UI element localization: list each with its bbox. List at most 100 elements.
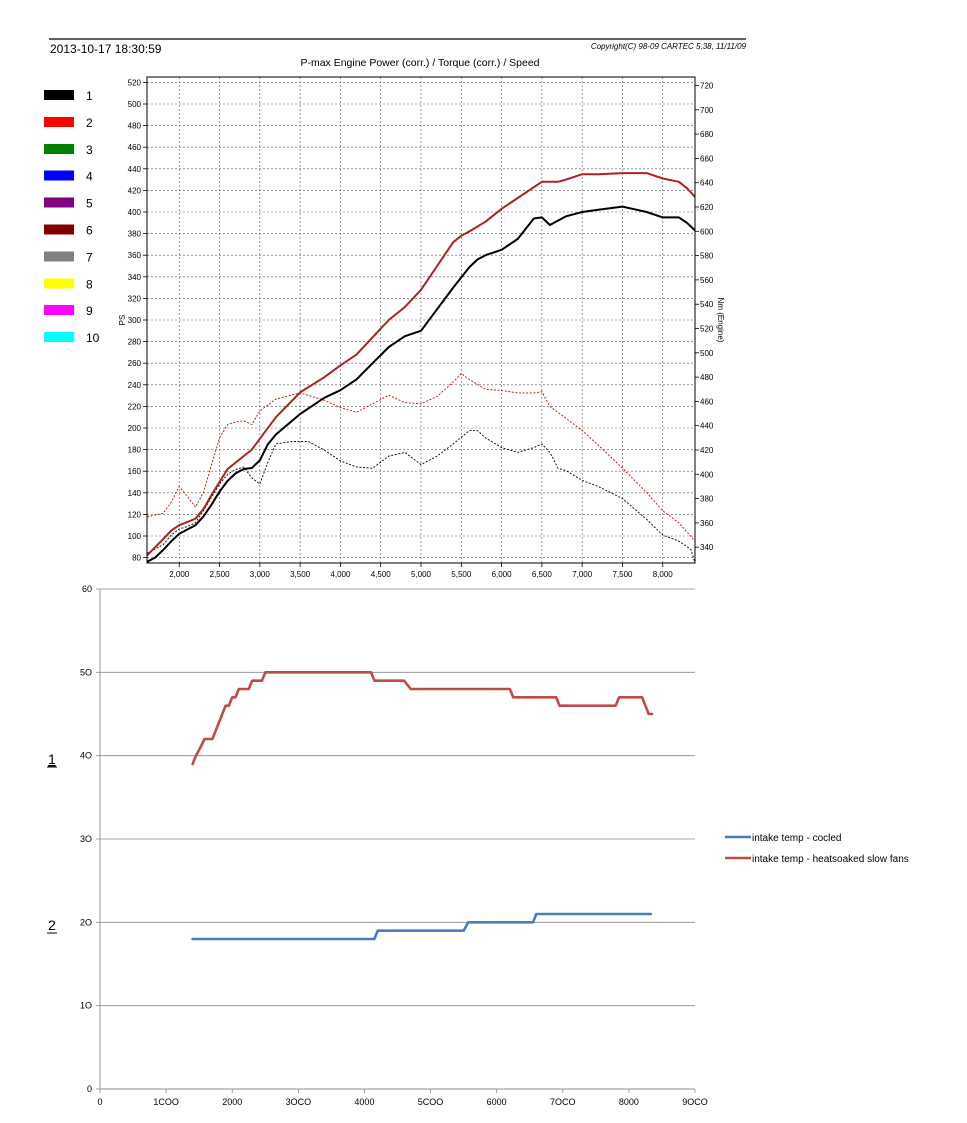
dyno-chart: 80 100 120 140 160 180 200 220 240 260 280 300 320 34… <box>118 76 725 579</box>
intake-x-tick-label-2000: 2000 <box>222 1097 242 1107</box>
intake-x-tick-label-0: 0 <box>97 1097 102 1107</box>
intake-series-1 <box>191 912 653 941</box>
dyno-left-tick-label-240: 240 <box>128 381 142 390</box>
dyno-left-tick-label-80: 80 <box>132 554 141 563</box>
dyno-x-tick-label-2000: 2,000 <box>169 570 190 579</box>
dyno-series-run1-power <box>146 205 696 563</box>
intake-temp-grid <box>99 588 695 1090</box>
header-copyright: Copyright(C) 98-09 CARTEC 5.38, 11/11/09 <box>591 42 747 51</box>
dyno-right-tick-label-600: 600 <box>700 227 714 236</box>
dyno-right-tick-label-420: 420 <box>700 446 714 455</box>
run-legend-label-3: 3 <box>86 143 93 157</box>
dyno-right-tick-label-560: 560 <box>700 276 714 285</box>
dyno-right-axis: 340 360 380 400 420 440 460 480 500 520 540 560 580 6… <box>695 82 714 552</box>
dyno-right-tick-label-640: 640 <box>700 179 714 188</box>
dyno-x-tick-label-3000: 3,000 <box>250 570 271 579</box>
dyno-right-tick-label-460: 460 <box>700 397 714 406</box>
dyno-right-tick-label-400: 400 <box>700 470 714 479</box>
dyno-left-tick-label-100: 100 <box>128 532 142 541</box>
run-legend-label-5: 5 <box>86 197 93 211</box>
dyno-left-tick-label-200: 200 <box>128 424 142 433</box>
dyno-right-tick-label-660: 660 <box>700 154 714 163</box>
run-legend-label-8: 8 <box>86 277 93 291</box>
dyno-left-tick-label-500: 500 <box>128 100 142 109</box>
dyno-right-tick-label-360: 360 <box>700 519 714 528</box>
intake-x-tick-label-7000: 7OCO <box>550 1097 576 1107</box>
intake-x-tick-label-4000: 4000 <box>354 1097 374 1107</box>
dyno-left-tick-label-400: 400 <box>128 208 142 217</box>
dyno-x-tick-label-7500: 7,500 <box>612 570 633 579</box>
dyno-left-tick-label-480: 480 <box>128 122 142 131</box>
dyno-series <box>146 172 696 564</box>
dyno-left-tick-label-360: 360 <box>128 251 142 260</box>
run-legend-label-1: 1 <box>86 89 93 103</box>
intake-y-tick-label-50: 5O <box>80 667 92 677</box>
intake-legend-label-2: intake temp - heatsoaked slow fans <box>752 854 909 865</box>
run-legend-swatch-1 <box>44 90 74 100</box>
intake-x-tick-label-3000: 3OCO <box>286 1097 312 1107</box>
intake-x-tick-label-9000: 9OCO <box>682 1097 708 1107</box>
dyno-x-tick-label-4500: 4,500 <box>371 570 392 579</box>
run-legend-swatch-8 <box>44 278 74 289</box>
dyno-right-tick-label-720: 720 <box>700 82 714 91</box>
dyno-left-tick-label-280: 280 <box>128 338 142 347</box>
intake-x-tick-label-1000: 1COO <box>153 1097 179 1107</box>
run-legend-swatch-10 <box>44 332 74 343</box>
dyno-x-tick-label-3500: 3,500 <box>290 570 311 579</box>
run-legend-label-4: 4 <box>86 170 93 184</box>
run-legend-label-7: 7 <box>86 250 93 264</box>
dyno-x-tick-label-4000: 4,000 <box>330 570 351 579</box>
run-legend-swatch-5 <box>44 197 74 208</box>
run-legend-swatch-6 <box>44 224 74 235</box>
dyno-right-tick-label-440: 440 <box>700 422 714 431</box>
dyno-right-tick-label-580: 580 <box>700 252 714 261</box>
intake-temp-chart: 0 1O 2O 3O 4O 5O 60 0 1COO 2000 3OCO 4000 5COO 6000 7… <box>80 584 909 1107</box>
dyno-left-tick-label-120: 120 <box>128 510 142 519</box>
dyno-x-tick-label-6000: 6,000 <box>492 570 513 579</box>
run-legend-label-10: 10 <box>86 331 100 345</box>
intake-y-tick-label-20: 2O <box>80 917 92 927</box>
intake-y-tick-label-40: 4O <box>80 751 92 761</box>
dyno-x-tick-label-2500: 2,500 <box>210 570 231 579</box>
dyno-x-tick-label-7000: 7,000 <box>572 570 593 579</box>
dyno-left-tick-label-380: 380 <box>128 230 142 239</box>
intake-temp-x-axis: 0 1COO 2000 3OCO 4000 5COO 6000 7OCO 8000 9OCO <box>97 1089 708 1107</box>
run-legend-swatch-3 <box>44 143 74 154</box>
dyno-left-tick-label-180: 180 <box>128 446 142 455</box>
dyno-series-run1-torque <box>146 430 696 564</box>
top-chart-title: P-max Engine Power (corr.) / Torque (cor… <box>300 57 539 69</box>
dyno-left-tick-label-420: 420 <box>128 186 142 195</box>
intake-temp-series <box>191 670 654 941</box>
dyno-series-run2-power <box>146 172 696 557</box>
side-marker-2: 2 <box>48 917 56 933</box>
intake-y-tick-label-60: 60 <box>82 584 92 594</box>
dyno-right-tick-label-540: 540 <box>700 300 714 309</box>
intake-temp-y-axis: 0 1O 2O 3O 4O 5O 60 <box>80 584 100 1094</box>
dyno-left-tick-label-140: 140 <box>128 489 142 498</box>
intake-temp-legend: intake temp - cocled intake temp - heatso… <box>725 833 909 865</box>
dyno-left-axis: 80 100 120 140 160 180 200 220 240 260 280 300 320 34… <box>128 78 147 563</box>
dyno-right-tick-label-500: 500 <box>700 349 714 358</box>
dyno-x-tick-label-5000: 5,000 <box>411 570 432 579</box>
dyno-x-tick-label-6500: 6,500 <box>532 570 553 579</box>
dyno-right-tick-label-380: 380 <box>700 495 714 504</box>
dyno-left-tick-label-320: 320 <box>128 294 142 303</box>
run-legend-swatch-7 <box>44 251 74 262</box>
dyno-left-tick-label-460: 460 <box>128 143 142 152</box>
intake-y-tick-label-30: 3O <box>80 834 92 844</box>
intake-legend-label-1: intake temp - cocled <box>752 833 842 844</box>
dyno-x-tick-label-8000: 8,000 <box>653 570 674 579</box>
dyno-right-tick-label-700: 700 <box>700 106 714 115</box>
run-legend-label-6: 6 <box>86 224 93 238</box>
run-legend-swatch-9 <box>44 305 74 316</box>
dyno-x-tick-label-5500: 5,500 <box>451 570 472 579</box>
dyno-right-tick-label-680: 680 <box>700 130 714 139</box>
intake-series-2 <box>191 670 654 766</box>
intake-y-tick-label-0: 0 <box>87 1084 92 1094</box>
dyno-left-tick-label-260: 260 <box>128 359 142 368</box>
dyno-left-tick-label-220: 220 <box>128 402 142 411</box>
intake-x-tick-label-8000: 8000 <box>619 1097 639 1107</box>
dyno-left-tick-label-300: 300 <box>128 316 142 325</box>
dyno-right-tick-label-340: 340 <box>700 543 714 552</box>
